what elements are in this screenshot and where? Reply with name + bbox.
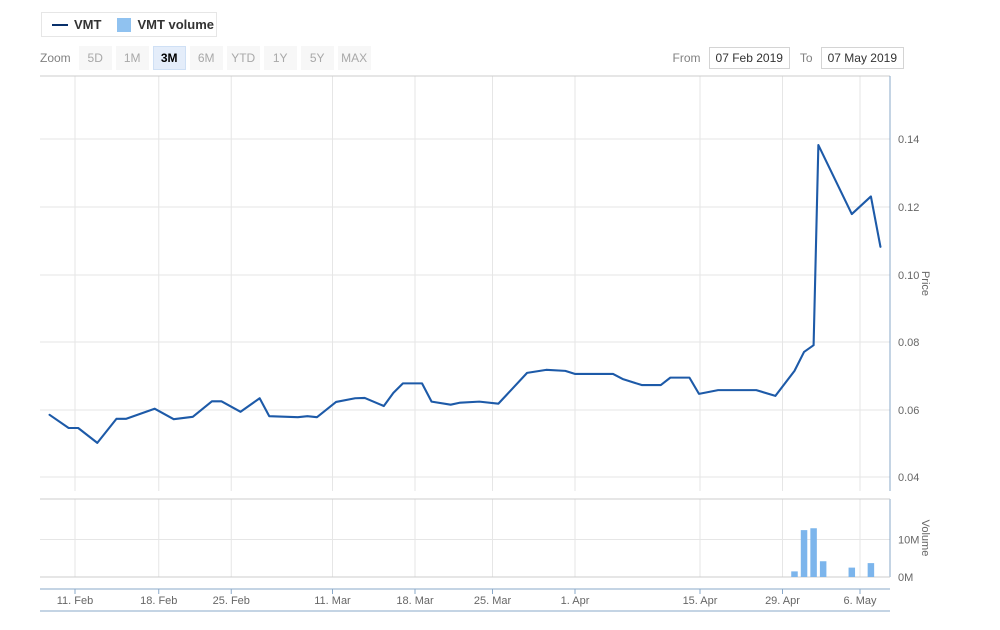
svg-text:15. Apr: 15. Apr bbox=[683, 595, 718, 607]
svg-text:0.06: 0.06 bbox=[898, 405, 919, 417]
svg-text:Price: Price bbox=[919, 271, 931, 296]
svg-text:25. Mar: 25. Mar bbox=[474, 595, 512, 607]
svg-text:18. Mar: 18. Mar bbox=[396, 595, 434, 607]
svg-text:0.12: 0.12 bbox=[898, 202, 919, 214]
svg-text:0.08: 0.08 bbox=[898, 337, 919, 349]
svg-text:10M: 10M bbox=[898, 535, 919, 547]
svg-text:0.10: 0.10 bbox=[898, 270, 919, 282]
svg-text:18. Feb: 18. Feb bbox=[140, 595, 177, 607]
svg-text:0M: 0M bbox=[898, 572, 913, 584]
svg-text:11. Mar: 11. Mar bbox=[314, 595, 351, 607]
svg-text:11. Feb: 11. Feb bbox=[57, 595, 94, 607]
svg-text:6. May: 6. May bbox=[843, 595, 877, 607]
svg-text:1. Apr: 1. Apr bbox=[561, 595, 590, 607]
svg-text:0.14: 0.14 bbox=[898, 134, 919, 146]
svg-text:0.04: 0.04 bbox=[898, 472, 919, 484]
svg-text:25. Feb: 25. Feb bbox=[213, 595, 250, 607]
svg-text:Volume: Volume bbox=[919, 520, 931, 557]
svg-text:29. Apr: 29. Apr bbox=[765, 595, 800, 607]
